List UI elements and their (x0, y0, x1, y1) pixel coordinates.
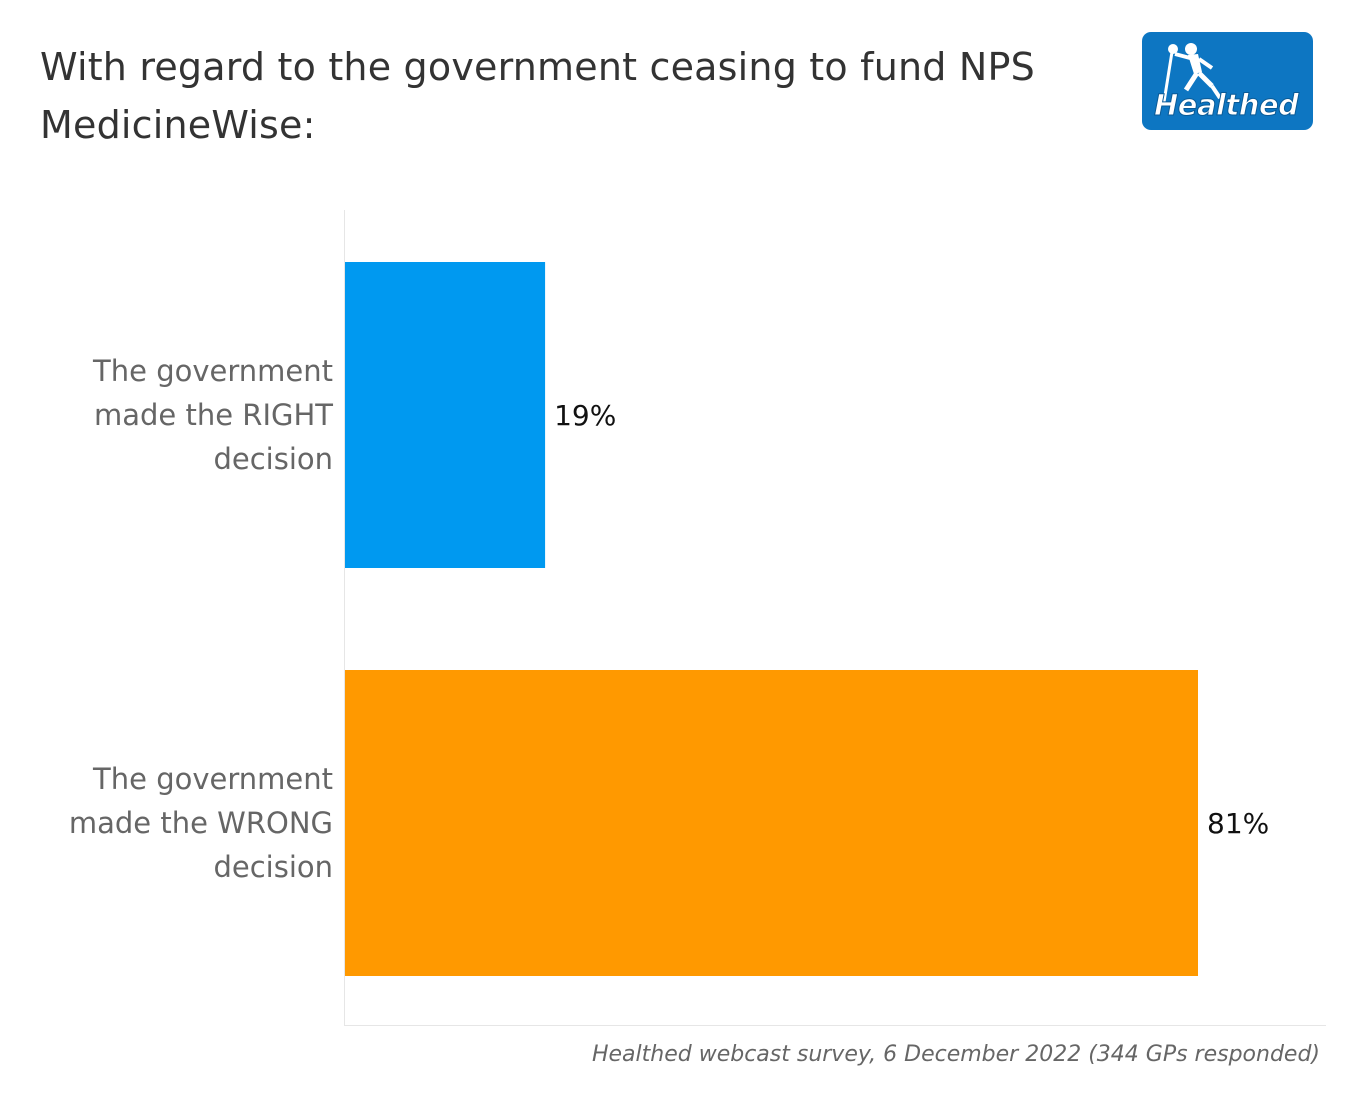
category-label-1: The government made the WRONG decision (69, 762, 333, 884)
category-label-line: made the RIGHT (94, 398, 333, 432)
category-label-line: made the WRONG (69, 806, 333, 840)
hermes-figure-icon (1162, 43, 1222, 103)
source-note: Healthed webcast survey, 6 December 2022… (591, 1042, 1320, 1067)
bar-0 (345, 262, 546, 568)
value-label-1: 81% (1207, 807, 1269, 840)
healthed-logo: Healthed (1142, 32, 1313, 130)
logo-wordmark: Healthed (1153, 88, 1299, 123)
category-label-0: The government made the RIGHT decision (92, 354, 333, 476)
category-label-line: The government (92, 354, 333, 388)
category-label-line: decision (213, 850, 333, 884)
bar-1 (345, 670, 1198, 976)
chart-title: With regard to the government ceasing to… (40, 45, 1035, 147)
category-label-line: The government (92, 762, 333, 796)
value-label-0: 19% (554, 399, 616, 432)
category-label-line: decision (213, 442, 333, 476)
